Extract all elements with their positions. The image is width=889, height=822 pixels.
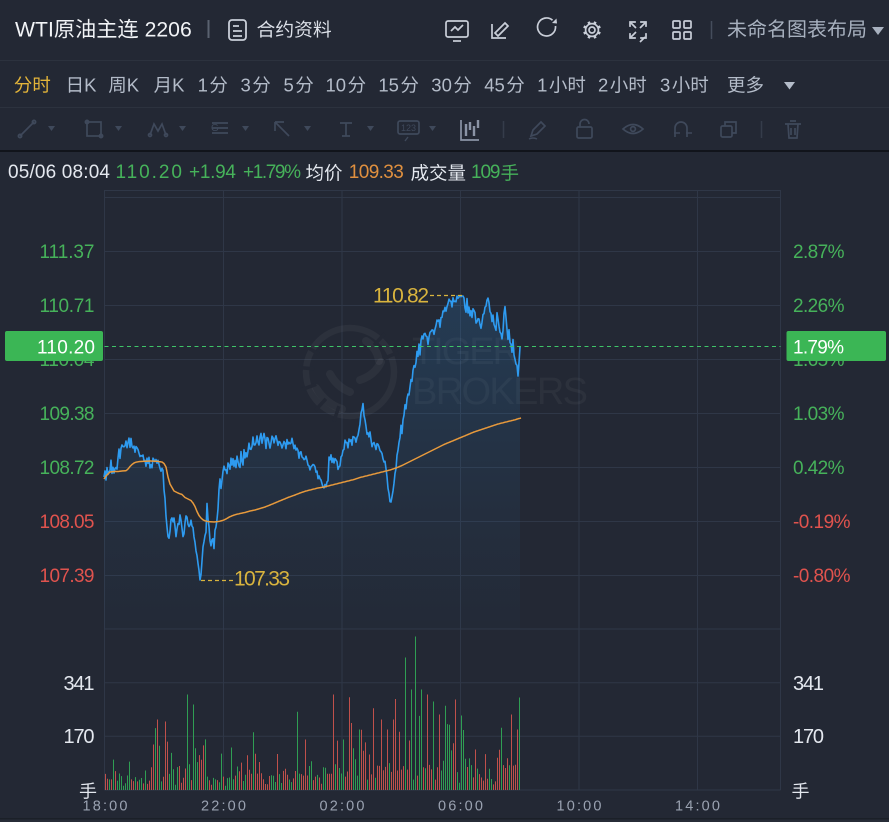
svg-text:22:00: 22:00 [201, 799, 246, 815]
svg-text:170: 170 [64, 726, 95, 748]
svg-text:110.20: 110.20 [116, 162, 183, 183]
svg-text:18:00: 18:00 [83, 799, 128, 815]
svg-text:2.87%: 2.87% [793, 242, 845, 263]
svg-text:107.33: 107.33 [234, 568, 290, 591]
svg-text:341: 341 [793, 673, 824, 695]
svg-text:170: 170 [793, 726, 824, 748]
svg-text:15: 15 [378, 75, 399, 96]
svg-text:+1.79%: +1.79% [243, 162, 301, 183]
svg-text:109.33: 109.33 [349, 162, 404, 183]
svg-text:110.20: 110.20 [37, 338, 95, 359]
svg-text:123: 123 [401, 123, 416, 133]
svg-text:30: 30 [431, 75, 452, 96]
svg-text:45: 45 [484, 75, 505, 96]
svg-text:-0.80%: -0.80% [793, 566, 851, 587]
svg-text:110.82: 110.82 [373, 285, 429, 308]
svg-text:109: 109 [471, 162, 501, 183]
svg-text:10: 10 [326, 75, 347, 96]
svg-text:1: 1 [537, 75, 547, 96]
svg-text:3: 3 [660, 75, 670, 96]
svg-text:1.79%: 1.79% [793, 338, 844, 359]
svg-text:5: 5 [284, 75, 294, 96]
svg-text:107.39: 107.39 [40, 566, 95, 587]
svg-text:109.38: 109.38 [40, 404, 95, 425]
svg-text:111.37: 111.37 [40, 242, 95, 263]
svg-text:05/06 08:04: 05/06 08:04 [8, 162, 110, 183]
svg-text:1.03%: 1.03% [793, 404, 845, 425]
svg-text:K: K [84, 75, 97, 96]
svg-text:K: K [172, 75, 185, 96]
svg-text:14:00: 14:00 [675, 799, 720, 815]
svg-text:-0.19%: -0.19% [793, 512, 851, 533]
svg-text:K: K [127, 75, 140, 96]
svg-text:341: 341 [64, 673, 95, 695]
svg-text:108.05: 108.05 [40, 512, 95, 533]
svg-text:110.71: 110.71 [40, 296, 95, 317]
svg-text:2: 2 [598, 75, 608, 96]
svg-text:0.42%: 0.42% [793, 458, 845, 479]
svg-text:G: G [211, 123, 219, 134]
svg-text:108.72: 108.72 [40, 458, 95, 479]
svg-text:06:00: 06:00 [438, 799, 483, 815]
svg-text:+1.94: +1.94 [189, 162, 236, 183]
svg-text:WTI: WTI [15, 19, 54, 42]
svg-text:2206: 2206 [145, 19, 192, 42]
svg-text:2.26%: 2.26% [793, 296, 845, 317]
svg-text:10:00: 10:00 [557, 799, 602, 815]
svg-text:1: 1 [198, 75, 208, 96]
svg-text:3: 3 [241, 75, 251, 96]
svg-text:02:00: 02:00 [320, 799, 365, 815]
